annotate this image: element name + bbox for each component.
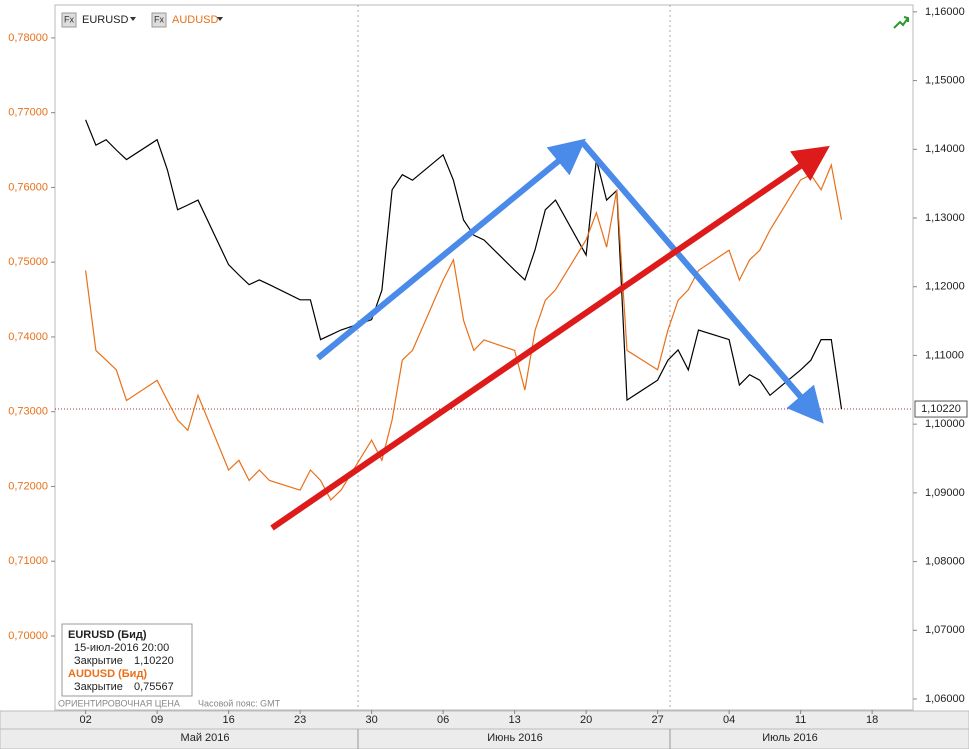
footer-label: ОРИЕНТИРОВОЧНАЯ ЦЕНА	[58, 698, 180, 708]
legend-icon[interactable]	[61, 12, 77, 28]
y2-tick-label: 1,13000	[925, 212, 965, 224]
plot-frame	[54, 4, 914, 711]
y2-tick-label: 1,10000	[925, 418, 965, 430]
info-close-label: Закрытие	[74, 655, 123, 667]
y-tick-label: 0,76000	[8, 181, 48, 193]
legend-icon-text: Fx	[154, 14, 164, 24]
annotation-arrow	[580, 141, 824, 424]
y-tick-label: 0,71000	[8, 555, 48, 567]
y2-tick-label: 1,07000	[925, 624, 965, 636]
month-label: Июль 2016	[762, 732, 818, 744]
y2-tick-label: 1,14000	[925, 143, 965, 155]
legend-entry[interactable]: AUDUSD	[172, 14, 219, 26]
x-tick-label: 30	[366, 714, 378, 726]
y-tick-label: 0,74000	[8, 331, 48, 343]
x-tick-label: 11	[795, 714, 806, 726]
x-tick-label: 09	[151, 714, 163, 726]
legend-icon[interactable]	[151, 12, 167, 28]
y-tick-label: 0,77000	[8, 107, 48, 119]
y2-tick-label: 1,11000	[925, 349, 964, 361]
info-box	[61, 623, 193, 697]
dropdown-arrow[interactable]	[130, 17, 136, 21]
x-tick-label: 20	[580, 714, 592, 726]
x-tick-label: 04	[723, 714, 735, 726]
y2-tick-label: 1,08000	[925, 555, 965, 567]
x-tick-label: 27	[652, 714, 664, 726]
y-tick-label: 0,78000	[8, 32, 48, 44]
info-close-value: 0,75567	[134, 681, 174, 693]
y-tick-label: 0,73000	[8, 406, 48, 418]
info-datetime: 15-июл-2016 20:00	[74, 642, 169, 654]
annotation-arrow	[270, 145, 830, 531]
dropdown-arrow[interactable]	[217, 17, 223, 21]
x-tick-label: 06	[437, 714, 449, 726]
x-tick-label: 02	[80, 714, 92, 726]
info-title: AUDUSD (Бид)	[68, 668, 147, 680]
legend-entry[interactable]: EURUSD	[82, 14, 129, 26]
x-tick-label: 23	[294, 714, 306, 726]
trend-icon[interactable]	[893, 16, 909, 29]
info-title: EURUSD (Бид)	[68, 629, 147, 641]
y2-tick-label: 1,06000	[925, 693, 965, 705]
x-tick-label: 18	[866, 714, 878, 726]
y2-tick-label: 1,16000	[925, 6, 965, 18]
info-close-label: Закрытие	[74, 681, 123, 693]
y-tick-label: 0,70000	[8, 630, 48, 642]
x-axis-panel	[0, 710, 969, 749]
x-tick-label: 16	[223, 714, 235, 726]
price-marker-label: 1,10220	[921, 403, 961, 415]
info-close-value: 1,10220	[134, 655, 174, 667]
x-tick-label: 13	[509, 714, 521, 726]
y2-tick-label: 1,15000	[925, 74, 965, 86]
y-tick-label: 0,72000	[8, 480, 48, 492]
series-line	[85, 119, 843, 410]
annotation-arrow	[316, 138, 586, 361]
footer-timezone: Часовой пояс: GMT	[198, 698, 281, 708]
y2-tick-label: 1,09000	[925, 487, 965, 499]
month-label: Май 2016	[180, 732, 229, 744]
legend-icon-text: Fx	[64, 14, 74, 24]
series-line	[85, 162, 843, 501]
y-tick-label: 0,75000	[8, 256, 48, 268]
month-label: Июнь 2016	[487, 732, 543, 744]
y2-tick-label: 1,12000	[925, 281, 965, 293]
price-marker-box	[914, 400, 968, 418]
